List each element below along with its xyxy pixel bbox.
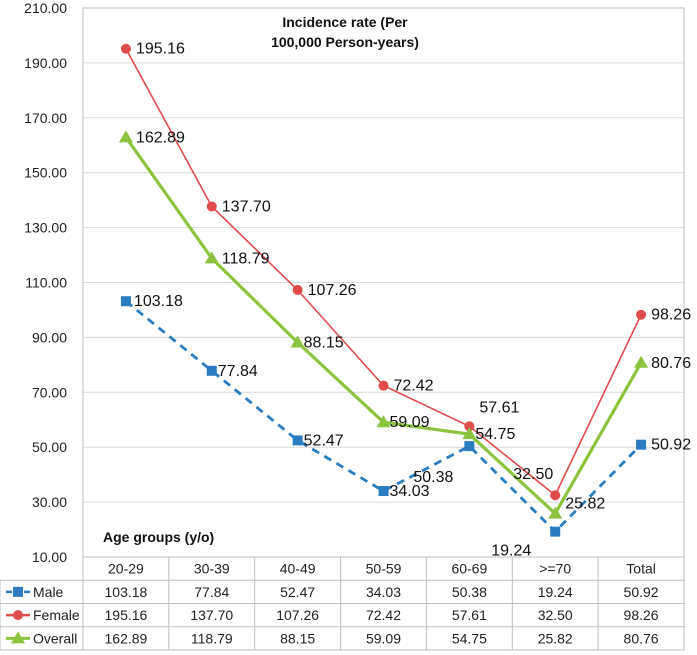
y-tick-label: 90.00 xyxy=(32,329,67,345)
table-cell: 52.47 xyxy=(280,584,315,600)
marker-overall xyxy=(376,415,391,428)
x-tick-label: Total xyxy=(626,561,656,577)
table-cell: 25.82 xyxy=(538,630,573,646)
data-label-female: 137.70 xyxy=(222,198,271,215)
marker-male xyxy=(464,441,475,452)
data-label-female: 195.16 xyxy=(136,41,185,58)
marker-female xyxy=(378,380,389,391)
table-cell: 80.76 xyxy=(624,630,659,646)
table-cell: 50.92 xyxy=(624,584,659,600)
data-label-overall: 88.15 xyxy=(304,334,344,351)
marker-overall xyxy=(290,335,305,348)
marker-female xyxy=(292,285,303,296)
data-label-overall: 80.76 xyxy=(651,355,691,372)
data-label-female: 72.42 xyxy=(394,378,434,395)
marker-male xyxy=(550,526,561,537)
data-label-male: 50.92 xyxy=(651,437,691,454)
legend-label: Male xyxy=(33,584,64,600)
x-tick-label: 40-49 xyxy=(280,561,316,577)
data-label-male: 103.18 xyxy=(134,293,183,310)
y-tick-label: 130.00 xyxy=(24,220,67,236)
table-cell: 107.26 xyxy=(276,607,319,623)
y-tick-label: 190.00 xyxy=(24,55,67,71)
data-label-female: 32.50 xyxy=(513,466,553,483)
chart-title: 100,000 Person-years) xyxy=(271,34,419,50)
data-label-male: 19.24 xyxy=(491,543,531,560)
y-tick-label: 10.00 xyxy=(32,549,67,565)
legend-key-marker xyxy=(13,610,23,621)
data-label-overall: 59.09 xyxy=(390,414,430,431)
marker-overall xyxy=(634,355,649,368)
marker-female xyxy=(206,201,217,212)
data-label-male: 34.03 xyxy=(390,483,430,500)
y-tick-label: 70.00 xyxy=(32,384,67,400)
table-cell: 88.15 xyxy=(280,630,315,646)
legend-key-marker xyxy=(13,586,23,597)
marker-female xyxy=(636,309,647,320)
table-cell: 118.79 xyxy=(191,630,233,646)
y-tick-label: 170.00 xyxy=(24,110,67,126)
x-tick-label: 30-39 xyxy=(194,561,230,577)
marker-overall xyxy=(548,506,563,519)
data-label-female: 98.26 xyxy=(651,307,691,324)
legend-label: Female xyxy=(33,607,80,623)
marker-male xyxy=(636,439,647,450)
marker-female xyxy=(120,43,131,54)
data-label-overall: 54.75 xyxy=(475,426,515,443)
data-label-female: 57.61 xyxy=(479,399,519,416)
table-cell: 137.70 xyxy=(190,607,233,623)
marker-male xyxy=(292,435,303,446)
y-tick-label: 150.00 xyxy=(24,165,67,181)
data-label-overall: 162.89 xyxy=(136,129,185,146)
table-cell: 59.09 xyxy=(366,630,401,646)
table-cell: 98.26 xyxy=(624,607,659,623)
table-cell: 103.18 xyxy=(105,584,148,600)
y-tick-label: 30.00 xyxy=(32,494,67,510)
marker-overall xyxy=(118,130,133,143)
y-tick-label: 210.00 xyxy=(24,0,67,16)
table-cell: 19.24 xyxy=(538,584,573,600)
marker-female xyxy=(550,490,561,501)
chart-title: Incidence rate (Per xyxy=(282,14,408,30)
x-tick-label: 60-69 xyxy=(451,561,487,577)
plot-area xyxy=(82,7,685,558)
table-cell: 162.89 xyxy=(105,630,148,646)
marker-female xyxy=(464,421,475,432)
x-tick-label: >=70 xyxy=(539,561,571,577)
table-cell: 57.61 xyxy=(452,607,487,623)
data-label-male: 77.84 xyxy=(218,363,258,380)
series-line-overall xyxy=(124,136,643,517)
marker-overall xyxy=(462,427,477,440)
table-cell: 34.03 xyxy=(366,584,401,600)
x-tick-label: 20-29 xyxy=(108,561,144,577)
y-tick-label: 110.00 xyxy=(25,275,67,291)
x-tick-label: 50-59 xyxy=(366,561,402,577)
marker-male xyxy=(206,365,217,376)
data-label-male: 50.38 xyxy=(413,469,453,486)
data-label-overall: 25.82 xyxy=(565,496,605,513)
marker-overall xyxy=(204,251,219,264)
table-cell: 50.38 xyxy=(452,584,487,600)
table-cell: 77.84 xyxy=(194,584,229,600)
legend-label: Overall xyxy=(33,630,77,646)
data-label-female: 107.26 xyxy=(308,282,357,299)
data-label-overall: 118.79 xyxy=(222,250,270,267)
table-cell: 195.16 xyxy=(105,607,148,623)
table-cell: 54.75 xyxy=(452,630,487,646)
marker-male xyxy=(378,486,389,497)
marker-male xyxy=(120,296,131,307)
series-line-female xyxy=(125,48,642,497)
x-axis-title: Age groups (y/o) xyxy=(103,529,214,545)
table-cell: 32.50 xyxy=(538,607,573,623)
legend-key-marker xyxy=(11,631,25,644)
table-cell: 72.42 xyxy=(366,607,401,623)
y-tick-label: 50.00 xyxy=(32,439,67,455)
data-label-male: 52.47 xyxy=(304,432,344,449)
